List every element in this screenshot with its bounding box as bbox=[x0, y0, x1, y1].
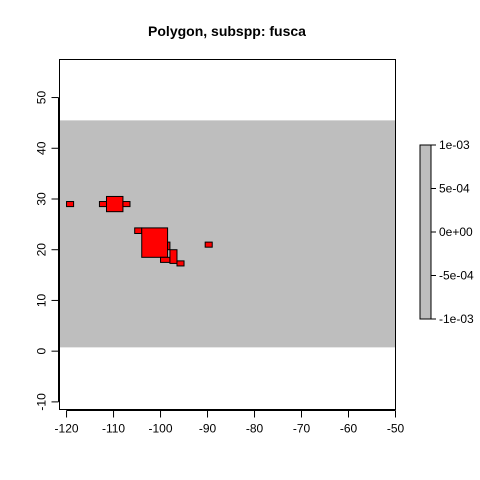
polygon-cell bbox=[204, 241, 213, 248]
polygon-cell bbox=[66, 201, 75, 208]
x-tick-label: -90 bbox=[199, 422, 217, 436]
x-tick-label: -80 bbox=[246, 422, 264, 436]
x-tick-label: -50 bbox=[387, 422, 405, 436]
polygon-cell bbox=[134, 227, 143, 234]
colorbar-tick-label: 0e+00 bbox=[439, 225, 473, 239]
colorbar-legend: 1e-03 5e-04 0e+00 -5e-04 -1e-03 bbox=[419, 138, 474, 326]
colorbar-tick-label: 1e-03 bbox=[439, 138, 470, 152]
raster-layer bbox=[59, 120, 396, 348]
x-tick-label: -120 bbox=[55, 422, 79, 436]
colorbar-tick-label: -5e-04 bbox=[439, 269, 474, 283]
y-tick-label: 0 bbox=[35, 348, 49, 355]
y-tick-label: -10 bbox=[35, 393, 49, 411]
x-tick-label: -110 bbox=[102, 422, 125, 436]
polygon-cell bbox=[176, 260, 185, 267]
chart-title: Polygon, subspp: fusca bbox=[148, 23, 306, 39]
polygon-cell bbox=[122, 201, 131, 208]
polygon-cell bbox=[141, 227, 169, 258]
x-axis: -120 -110 -100 -90 -80 -70 -60 -50 bbox=[55, 410, 405, 436]
x-tick-label: -100 bbox=[149, 422, 173, 436]
y-tick-label: 50 bbox=[35, 91, 49, 105]
y-tick-label: 20 bbox=[35, 243, 49, 257]
polygon-layer bbox=[66, 195, 213, 267]
plot-frame bbox=[59, 59, 396, 410]
y-tick-label: 40 bbox=[35, 141, 49, 155]
polygon-cell bbox=[167, 241, 171, 251]
y-tick-label: 10 bbox=[35, 293, 49, 307]
x-tick-label: -60 bbox=[340, 422, 358, 436]
polygon-cell bbox=[105, 195, 124, 213]
colorbar-tick-label: -1e-03 bbox=[439, 312, 474, 326]
colorbar-bar bbox=[419, 144, 432, 320]
y-tick-label: 30 bbox=[35, 192, 49, 206]
polygon-cell bbox=[169, 249, 178, 264]
raster-area bbox=[59, 120, 396, 348]
plot-region bbox=[59, 59, 396, 410]
polygon-cell bbox=[98, 201, 107, 208]
x-tick-label: -70 bbox=[293, 422, 311, 436]
colorbar-tick-label: 5e-04 bbox=[439, 182, 470, 196]
y-axis: -10 0 10 20 30 40 50 bbox=[35, 91, 59, 411]
polygon-cell bbox=[160, 256, 171, 263]
colorbar-ticks: 1e-03 5e-04 0e+00 -5e-04 -1e-03 bbox=[431, 138, 474, 326]
